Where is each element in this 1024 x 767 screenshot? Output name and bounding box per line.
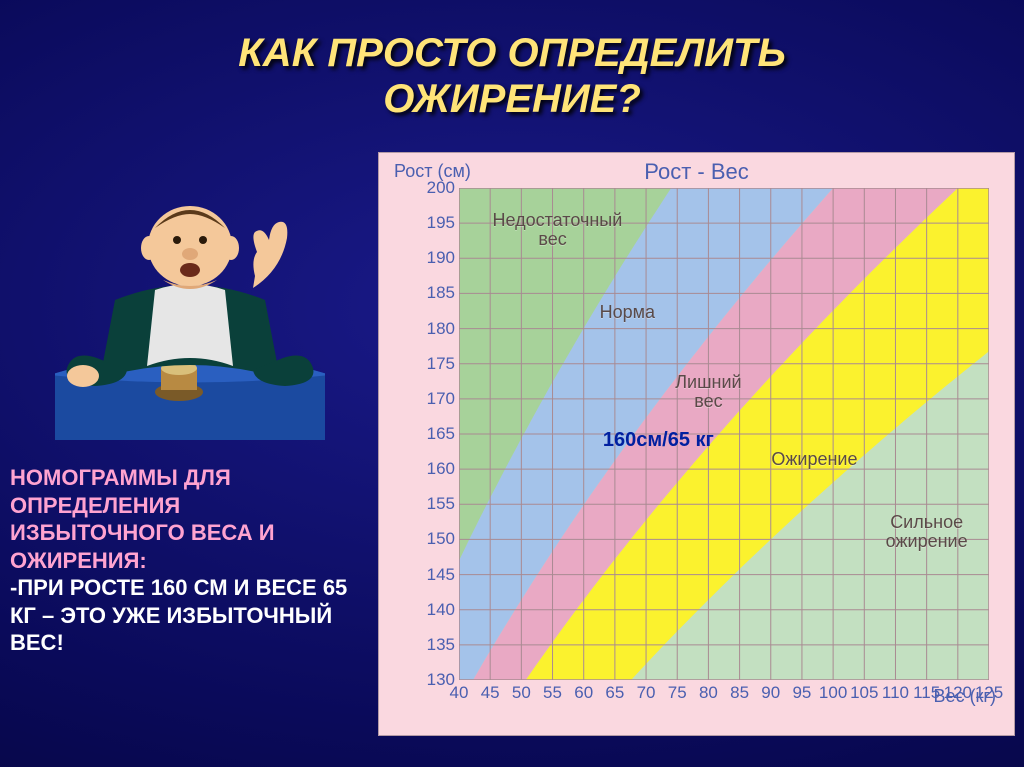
y-tick: 155 <box>421 494 455 514</box>
y-tick: 180 <box>421 319 455 339</box>
bmi-chart: Рост (см) Рост - Вес НедостаточныйвесНор… <box>378 152 1015 736</box>
y-tick: 170 <box>421 389 455 409</box>
y-tick: 165 <box>421 424 455 444</box>
x-tick: 70 <box>637 683 656 703</box>
y-tick: 150 <box>421 529 455 549</box>
title-line-2: ОЖИРЕНИЕ? <box>383 77 641 121</box>
x-tick: 75 <box>668 683 687 703</box>
x-tick: 95 <box>792 683 811 703</box>
chart-title: Рост - Вес <box>379 159 1014 185</box>
y-tick: 145 <box>421 565 455 585</box>
plot-area: НедостаточныйвесНормаЛишнийвесОжирениеСи… <box>459 188 989 680</box>
caption-block: НОМОГРАММЫ ДЛЯ ОПРЕДЕЛЕНИЯ ИЗБЫТОЧНОГО В… <box>10 464 360 657</box>
title-line-1: КАК ПРОСТО ОПРЕДЕЛИТЬ <box>238 31 786 75</box>
x-tick: 110 <box>882 683 909 703</box>
x-tick: 45 <box>481 683 500 703</box>
x-tick: 125 <box>975 683 1003 703</box>
x-tick: 50 <box>512 683 531 703</box>
x-tick: 60 <box>574 683 593 703</box>
y-tick: 185 <box>421 283 455 303</box>
slide-title: КАК ПРОСТО ОПРЕДЕЛИТЬ ОЖИРЕНИЕ? <box>0 30 1024 122</box>
plot-svg <box>459 188 989 680</box>
x-tick: 55 <box>543 683 562 703</box>
x-tick: 120 <box>944 683 972 703</box>
y-tick: 190 <box>421 248 455 268</box>
x-tick: 85 <box>730 683 749 703</box>
y-tick: 175 <box>421 354 455 374</box>
x-tick: 105 <box>850 683 878 703</box>
x-tick: 65 <box>605 683 624 703</box>
x-tick: 40 <box>450 683 469 703</box>
x-tick: 80 <box>699 683 718 703</box>
y-tick: 140 <box>421 600 455 620</box>
caption-heading: НОМОГРАММЫ ДЛЯ ОПРЕДЕЛЕНИЯ ИЗБЫТОЧНОГО В… <box>10 464 360 574</box>
y-tick: 135 <box>421 635 455 655</box>
x-tick: 100 <box>819 683 847 703</box>
y-tick: 160 <box>421 459 455 479</box>
x-tick: 90 <box>761 683 780 703</box>
y-tick: 200 <box>421 178 455 198</box>
y-tick: 195 <box>421 213 455 233</box>
mascot-illustration <box>55 180 325 440</box>
x-tick: 115 <box>913 683 940 703</box>
caption-body: -ПРИ РОСТЕ 160 СМ И ВЕСЕ 65 КГ – ЭТО УЖЕ… <box>10 574 360 657</box>
